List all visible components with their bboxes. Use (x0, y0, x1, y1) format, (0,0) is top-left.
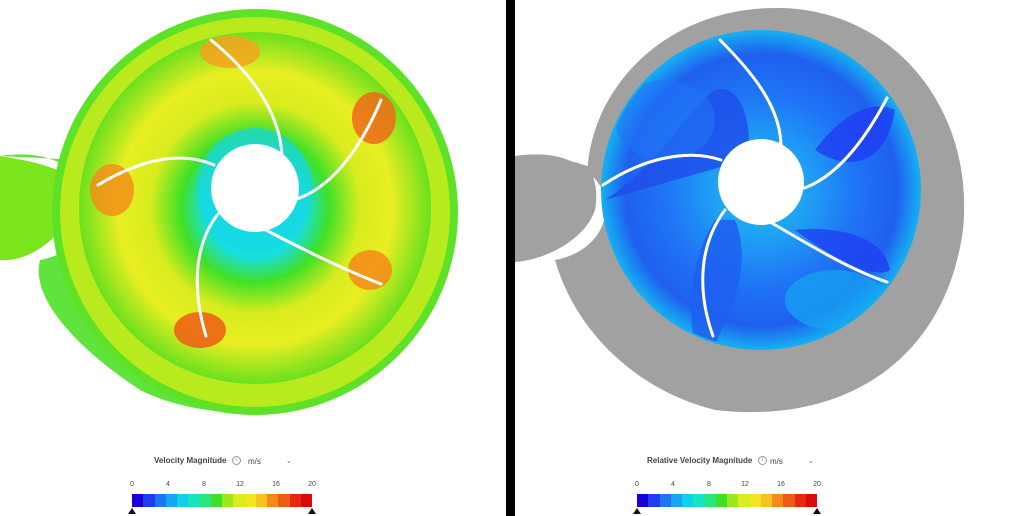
tick-label: 4 (671, 481, 675, 488)
relative-velocity-contour-plot (515, 7, 965, 413)
colorbar-segment (783, 494, 795, 507)
colorbar-segment (749, 494, 761, 507)
tick-label: 20 (308, 481, 316, 488)
colorbar-segment (727, 494, 739, 507)
range-max-handle[interactable] (813, 508, 821, 514)
tick-label: 16 (777, 481, 785, 488)
colorbar-segment (794, 494, 806, 507)
colorbar-segment (715, 494, 727, 507)
legend-title: Velocity Magnitude (154, 456, 227, 465)
colorbar-segment (222, 494, 234, 507)
chevron-down-icon[interactable]: ⌄ (808, 458, 814, 465)
colorbar-segment (255, 494, 267, 507)
colorbar-segment (278, 494, 290, 507)
info-icon[interactable]: i (231, 456, 241, 466)
colorbar (132, 494, 312, 507)
unit-select[interactable]: m/s (248, 457, 261, 466)
legend-ticks: 0 4 8 12 16 20 (635, 481, 877, 491)
colorbar-segment (267, 494, 279, 507)
colorbar-segment (693, 494, 705, 507)
tick-label: 8 (707, 481, 711, 488)
legend-title: Relative Velocity Magnitude (647, 456, 753, 465)
tick-label: 4 (166, 481, 170, 488)
colorbar-segment (805, 494, 817, 507)
tick-label: 0 (635, 481, 639, 488)
colorbar-segment (670, 494, 682, 507)
colorbar-segment (165, 494, 177, 507)
colorbar-segment (760, 494, 772, 507)
colorbar-segment (177, 494, 189, 507)
colorbar-segment (648, 494, 660, 507)
legend-header: Relative Velocity Magnitude i (647, 456, 767, 470)
unit-select[interactable]: m/s (770, 457, 783, 466)
colorbar-segment (233, 494, 245, 507)
colorbar-segment (143, 494, 155, 507)
colorbar-segment (300, 494, 312, 507)
tick-label: 0 (130, 481, 134, 488)
panel-divider (506, 0, 515, 516)
velocity-magnitude-panel: Velocity Magnitude i m/s ⌄ 0 4 8 12 16 2… (0, 0, 506, 516)
tick-label: 8 (202, 481, 206, 488)
colorbar-segment (199, 494, 211, 507)
legend-ticks: 0 4 8 12 16 20 (130, 481, 372, 491)
colorbar-segment (289, 494, 301, 507)
range-min-handle[interactable] (633, 508, 641, 514)
tick-label: 20 (813, 481, 821, 488)
colorbar-segment (659, 494, 671, 507)
legend-header: Velocity Magnitude i (154, 456, 241, 470)
colorbar-segment (738, 494, 750, 507)
colorbar-segment (704, 494, 716, 507)
colorbar-segment (682, 494, 694, 507)
range-min-handle[interactable] (128, 508, 136, 514)
range-max-handle[interactable] (308, 508, 316, 514)
chevron-down-icon[interactable]: ⌄ (286, 458, 292, 465)
tick-label: 16 (272, 481, 280, 488)
colorbar-segment (210, 494, 222, 507)
tick-label: 12 (236, 481, 244, 488)
relative-velocity-panel: Relative Velocity Magnitude i m/s ⌄ 0 4 … (515, 0, 1024, 516)
colorbar-segment (772, 494, 784, 507)
velocity-contour-plot (0, 9, 458, 415)
colorbar-segment (132, 494, 144, 507)
colorbar-segment (244, 494, 256, 507)
info-icon[interactable]: i (757, 456, 767, 466)
colorbar-segment (637, 494, 649, 507)
colorbar-segment (188, 494, 200, 507)
colorbar (637, 494, 817, 507)
colorbar-segment (154, 494, 166, 507)
tick-label: 12 (741, 481, 749, 488)
